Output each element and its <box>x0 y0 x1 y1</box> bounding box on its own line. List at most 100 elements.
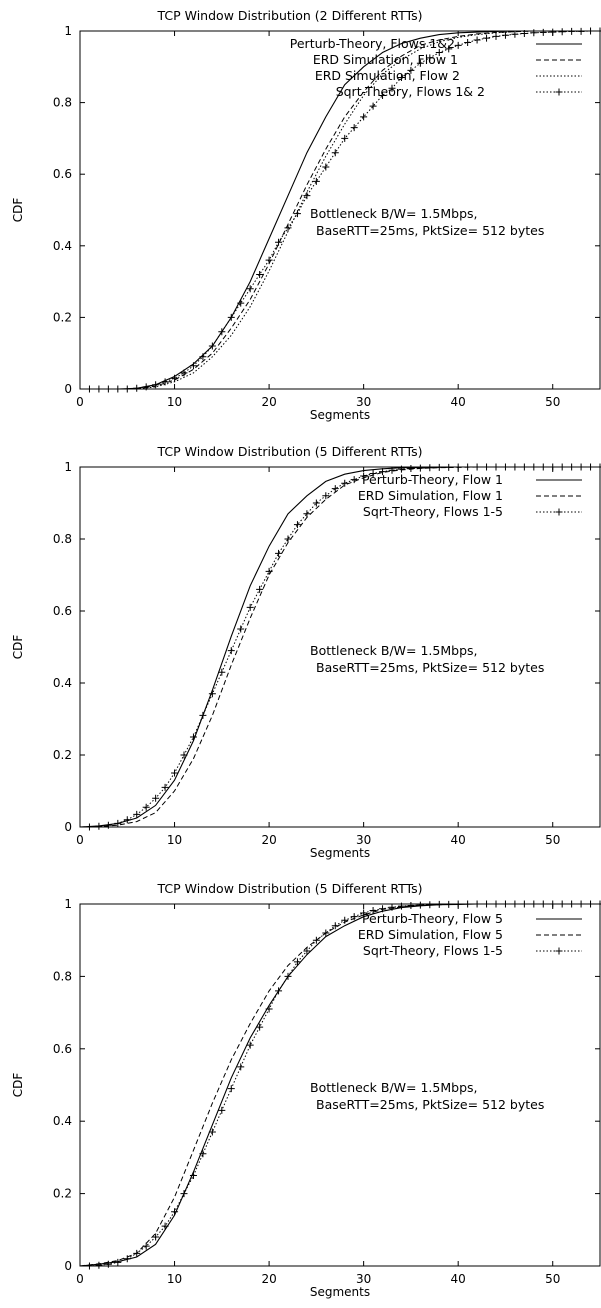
data-point-marker <box>284 972 292 980</box>
data-point-marker <box>114 819 122 827</box>
data-point-marker <box>95 1261 103 1269</box>
data-point-marker <box>464 463 472 471</box>
data-point-marker <box>133 810 141 818</box>
annotation-text: BaseRTT=25ms, PktSize= 512 bytes <box>316 660 544 675</box>
data-point-marker <box>407 66 415 74</box>
data-point-marker <box>397 465 405 473</box>
data-point-marker <box>397 902 405 910</box>
data-point-marker <box>312 936 320 944</box>
data-point-marker <box>180 751 188 759</box>
x-tick-label: 40 <box>451 833 466 847</box>
legend-label: Sqrt-Theory, Flows 1-5 <box>363 943 503 958</box>
data-point-marker <box>454 463 462 471</box>
data-point-marker <box>104 1260 112 1268</box>
data-point-marker <box>379 91 387 99</box>
data-point-marker <box>189 362 197 370</box>
data-point-marker <box>256 270 264 278</box>
x-axis-title: Segments <box>310 1285 370 1299</box>
data-point-marker <box>114 385 122 393</box>
legend-label: Sqrt-Theory, Flows 1& 2 <box>336 84 485 99</box>
data-point-marker <box>501 900 509 908</box>
data-point-marker <box>246 1041 254 1049</box>
y-tick-label: 1 <box>64 24 72 38</box>
data-point-marker <box>246 285 254 293</box>
data-point-marker <box>558 28 566 36</box>
data-point-marker <box>501 31 509 39</box>
data-point-marker <box>189 733 197 741</box>
data-point-marker <box>312 177 320 185</box>
data-point-marker <box>350 124 358 132</box>
data-point-marker <box>416 464 424 472</box>
data-point-marker <box>104 821 112 829</box>
data-point-marker <box>265 1005 273 1013</box>
data-point-marker <box>85 823 93 831</box>
data-point-marker <box>256 585 264 593</box>
chart-1: TCP Window Distribution (2 Different RTT… <box>11 8 601 422</box>
data-point-marker <box>464 38 472 46</box>
data-point-marker <box>501 463 509 471</box>
y-tick-label: 0.2 <box>53 310 72 324</box>
data-point-marker <box>199 1150 207 1158</box>
data-point-marker <box>237 625 245 633</box>
data-point-marker <box>171 1208 179 1216</box>
data-point-marker <box>303 947 311 955</box>
data-point-marker <box>520 463 528 471</box>
data-point-marker <box>369 102 377 110</box>
data-point-marker <box>520 900 528 908</box>
y-tick-label: 1 <box>64 897 72 911</box>
plot-frame <box>79 30 601 390</box>
data-point-marker <box>426 464 434 472</box>
data-point-marker <box>218 668 226 676</box>
data-point-marker <box>388 84 396 92</box>
x-tick-label: 0 <box>76 833 84 847</box>
data-point-marker <box>246 603 254 611</box>
data-point-marker <box>133 1249 141 1257</box>
data-point-marker <box>341 479 349 487</box>
y-tick-label: 0.8 <box>53 969 72 983</box>
data-point-marker <box>303 192 311 200</box>
data-point-marker <box>180 1190 188 1198</box>
data-point-marker <box>492 32 500 40</box>
annotation-text: BaseRTT=25ms, PktSize= 512 bytes <box>316 223 544 238</box>
chart-title: TCP Window Distribution (2 Different RTT… <box>156 8 422 23</box>
chart-3: TCP Window Distribution (5 Different RTT… <box>11 881 601 1299</box>
data-point-marker <box>587 900 595 908</box>
x-tick-label: 0 <box>76 395 84 409</box>
data-point-marker <box>237 299 245 307</box>
data-point-marker <box>227 1085 235 1093</box>
data-point-marker <box>435 900 443 908</box>
series-line <box>80 30 600 390</box>
x-tick-label: 50 <box>545 1272 560 1286</box>
data-point-marker <box>407 464 415 472</box>
x-tick-label: 20 <box>261 395 276 409</box>
data-point-marker <box>350 913 358 921</box>
data-point-marker <box>511 30 519 38</box>
data-point-marker <box>492 463 500 471</box>
data-point-marker <box>322 929 330 937</box>
data-point-marker <box>397 74 405 82</box>
data-point-marker <box>199 353 207 361</box>
data-point-marker <box>284 535 292 543</box>
legend-label: Perturb-Theory, Flow 5 <box>362 911 503 926</box>
data-point-marker <box>180 369 188 377</box>
data-point-marker <box>530 463 538 471</box>
data-point-marker <box>208 690 216 698</box>
y-tick-label: 0.6 <box>53 1042 72 1056</box>
data-point-marker <box>549 28 557 36</box>
y-tick-label: 0.2 <box>53 748 72 762</box>
y-tick-label: 0.8 <box>53 96 72 110</box>
data-point-marker <box>568 27 576 35</box>
data-point-marker <box>483 900 491 908</box>
plot-frame <box>79 903 601 1267</box>
data-point-marker <box>539 900 547 908</box>
data-point-marker <box>161 378 169 386</box>
y-axis-title: CDF <box>11 635 25 660</box>
x-tick-label: 10 <box>167 1272 182 1286</box>
y-tick-label: 0.2 <box>53 1187 72 1201</box>
y-tick-label: 0.4 <box>53 239 72 253</box>
x-tick-label: 10 <box>167 833 182 847</box>
data-point-marker <box>520 30 528 38</box>
data-point-marker <box>445 463 453 471</box>
data-point-marker <box>492 900 500 908</box>
